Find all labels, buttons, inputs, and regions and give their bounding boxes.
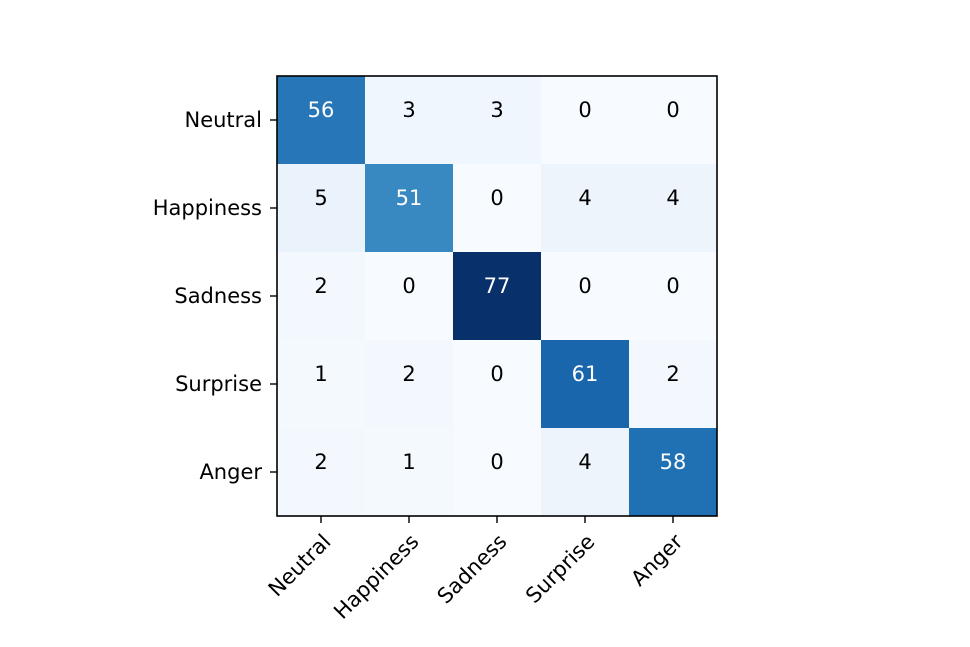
cell-value-r4-c1: 1 — [402, 450, 415, 474]
cell-value-r2-c4: 0 — [666, 274, 679, 298]
cell-value-r1-c1: 51 — [396, 186, 423, 210]
heatmap-cell-r1-c3 — [541, 164, 630, 253]
cell-value-r1-c3: 4 — [578, 186, 591, 210]
heatmap-cell-r1-c0 — [277, 164, 366, 253]
cell-value-r3-c1: 2 — [402, 362, 415, 386]
heatmap-cell-r2-c3 — [541, 252, 630, 341]
cell-value-r3-c4: 2 — [666, 362, 679, 386]
cell-value-r2-c2: 77 — [484, 274, 511, 298]
heatmap-cell-r3-c1 — [365, 340, 454, 429]
cell-value-r0-c2: 3 — [490, 98, 503, 122]
heatmap-cell-r3-c3 — [541, 340, 630, 429]
x-tick-label-0: Neutral — [264, 530, 336, 602]
cell-value-r4-c0: 2 — [314, 450, 327, 474]
x-tick-label-4: Anger — [626, 529, 687, 590]
heatmap-cell-r1-c2 — [453, 164, 542, 253]
cell-value-r0-c1: 3 — [402, 98, 415, 122]
cell-value-r3-c2: 0 — [490, 362, 503, 386]
cell-value-r3-c0: 1 — [314, 362, 327, 386]
y-tick-label-1: Happiness — [153, 196, 262, 220]
heatmap-cell-r0-c2 — [453, 76, 542, 165]
y-axis-ticks: Neutral Happiness Sadness Surprise Anger — [153, 108, 277, 484]
heatmap-cell-r4-c1 — [365, 428, 454, 517]
y-tick-label-4: Anger — [199, 460, 262, 484]
cell-value-r0-c3: 0 — [578, 98, 591, 122]
x-tick-label-2: Sadness — [433, 530, 512, 609]
heatmap-cell-r2-c1 — [365, 252, 454, 341]
cell-value-r3-c3: 61 — [572, 362, 599, 386]
heatmap-cell-r0-c0 — [277, 76, 366, 165]
cell-value-r0-c0: 56 — [308, 98, 335, 122]
heatmap-cell-r0-c3 — [541, 76, 630, 165]
heatmap-cell-r3-c0 — [277, 340, 366, 429]
heatmap-cell-r4-c0 — [277, 428, 366, 517]
heatmap-cell-r1-c4 — [629, 164, 718, 253]
cell-value-r0-c4: 0 — [666, 98, 679, 122]
cell-value-r2-c3: 0 — [578, 274, 591, 298]
heatmap-cells — [277, 76, 718, 517]
heatmap-cell-r4-c4 — [629, 428, 718, 517]
cell-value-r2-c0: 2 — [314, 274, 327, 298]
y-tick-label-2: Sadness — [174, 284, 262, 308]
x-tick-label-3: Surprise — [521, 530, 599, 608]
cell-value-r1-c0: 5 — [314, 186, 327, 210]
heatmap-cell-r4-c2 — [453, 428, 542, 517]
heatmap-cell-r2-c0 — [277, 252, 366, 341]
heatmap-cell-r0-c4 — [629, 76, 718, 165]
x-tick-label-1: Happiness — [329, 530, 423, 624]
cell-value-r1-c4: 4 — [666, 186, 679, 210]
heatmap-cell-r4-c3 — [541, 428, 630, 517]
cell-value-labels: 56 3 3 0 0 5 51 0 4 4 2 0 77 0 0 1 2 0 61 2 2 1 0 4 58 — [308, 98, 687, 474]
heatmap-cell-r2-c2 — [453, 252, 542, 341]
cell-value-r2-c1: 0 — [402, 274, 415, 298]
cell-value-r4-c3: 4 — [578, 450, 591, 474]
y-tick-label-0: Neutral — [184, 108, 262, 132]
heatmap-cell-r0-c1 — [365, 76, 454, 165]
heatmap-cell-r3-c2 — [453, 340, 542, 429]
heatmap-cell-r1-c1 — [365, 164, 454, 253]
cell-value-r1-c2: 0 — [490, 186, 503, 210]
heatmap-cell-r3-c4 — [629, 340, 718, 429]
y-tick-label-3: Surprise — [175, 372, 262, 396]
cell-value-r4-c2: 0 — [490, 450, 503, 474]
heatmap-cell-r2-c4 — [629, 252, 718, 341]
cell-value-r4-c4: 58 — [660, 450, 687, 474]
